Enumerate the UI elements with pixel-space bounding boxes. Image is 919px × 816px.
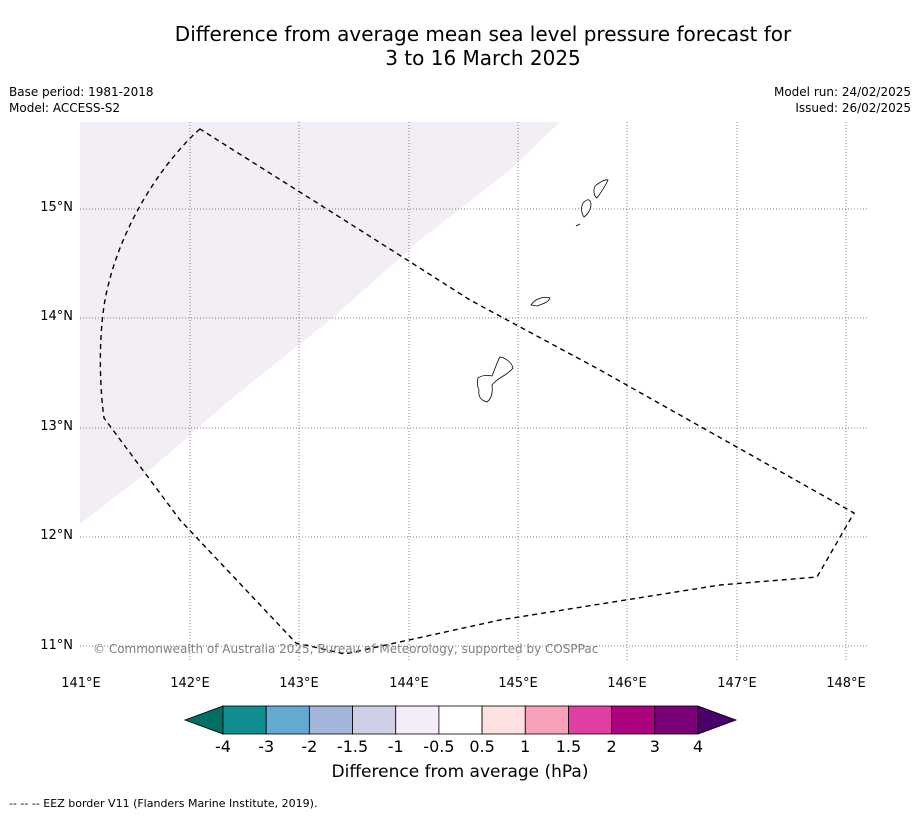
lat-label-14: 14°N [40, 309, 73, 324]
colorbar-tick-label: -1.5 [336, 737, 369, 756]
lon-label-142: 142°E [170, 676, 210, 691]
lon-label-146: 146°E [607, 676, 647, 691]
colorbar-tick-label: -0.5 [423, 737, 455, 756]
lon-label-147: 147°E [717, 676, 757, 691]
colorbar-swatch [481, 705, 526, 735]
lon-label-144: 144°E [389, 676, 429, 691]
colorbar [183, 705, 738, 735]
meta-left: Base period: 1981-2018 Model: ACCESS-S2 [9, 84, 154, 116]
islands [476, 179, 609, 403]
colorbar-high-extend [697, 705, 738, 735]
base-period: Base period: 1981-2018 [9, 85, 154, 99]
colorbar-low-extend [183, 705, 224, 735]
colorbar-tick-label: 3 [649, 737, 660, 756]
tinian-island [581, 199, 592, 218]
rota-island [530, 297, 551, 307]
colorbar-tick-label: 2 [606, 737, 617, 756]
colorbar-tick-label: 0.5 [469, 737, 495, 756]
model-name: Model: ACCESS-S2 [9, 101, 121, 115]
colorbar-tick-label: -2 [301, 737, 318, 756]
colorbar-swatch [568, 705, 613, 735]
colorbar-swatch [654, 705, 699, 735]
lon-label-141: 141°E [61, 676, 101, 691]
colorbar-swatch [438, 705, 483, 735]
colorbar-swatch [308, 705, 353, 735]
eez-border [99, 128, 855, 655]
colorbar-tick-label: -4 [215, 737, 231, 756]
lat-label-12: 12°N [40, 528, 73, 543]
colorbar-tick-label: 4 [692, 737, 704, 756]
colorbar-swatch [395, 705, 440, 735]
lon-label-145: 145°E [498, 676, 538, 691]
colorbar-swatch [524, 705, 569, 735]
colorbar-title: Difference from average (hPa) [331, 762, 589, 782]
lon-label-148: 148°E [826, 676, 866, 691]
guam-island [476, 356, 514, 403]
colorbar-swatch [222, 705, 267, 735]
colorbar-tick-label: 1.5 [555, 737, 582, 756]
aguijan-island [575, 223, 581, 227]
model-run: Model run: 24/02/2025 [773, 85, 911, 99]
gridlines [80, 122, 868, 660]
copyright-notice: © Commonwealth of Australia 2025, Bureau… [93, 642, 599, 656]
lat-label-11: 11°N [40, 638, 73, 653]
chart-title: Difference from average mean sea level p… [0, 22, 919, 70]
colorbar-swatch [265, 705, 310, 735]
colorbar-tick-label: 1 [520, 737, 531, 756]
colorbar-swatch [352, 705, 397, 735]
colorbar-tick-label: -1 [387, 737, 404, 756]
legend-footer: -- -- -- EEZ border V11 (Flanders Marine… [9, 797, 318, 810]
saipan-island [593, 179, 609, 199]
anomaly-shading [80, 122, 560, 524]
meta-right: Model run: 24/02/2025 Issued: 26/02/2025 [774, 84, 911, 116]
colorbar-tick-label: -3 [258, 737, 275, 756]
title-line-2: 3 to 16 March 2025 [385, 46, 581, 70]
lat-label-13: 13°N [40, 419, 73, 434]
lat-label-15: 15°N [40, 200, 73, 215]
lon-label-143: 143°E [279, 676, 319, 691]
colorbar-swatch [611, 705, 656, 735]
colorbar-swatches [222, 705, 699, 735]
issued-date: Issued: 26/02/2025 [795, 101, 911, 115]
title-line-1: Difference from average mean sea level p… [174, 22, 792, 46]
